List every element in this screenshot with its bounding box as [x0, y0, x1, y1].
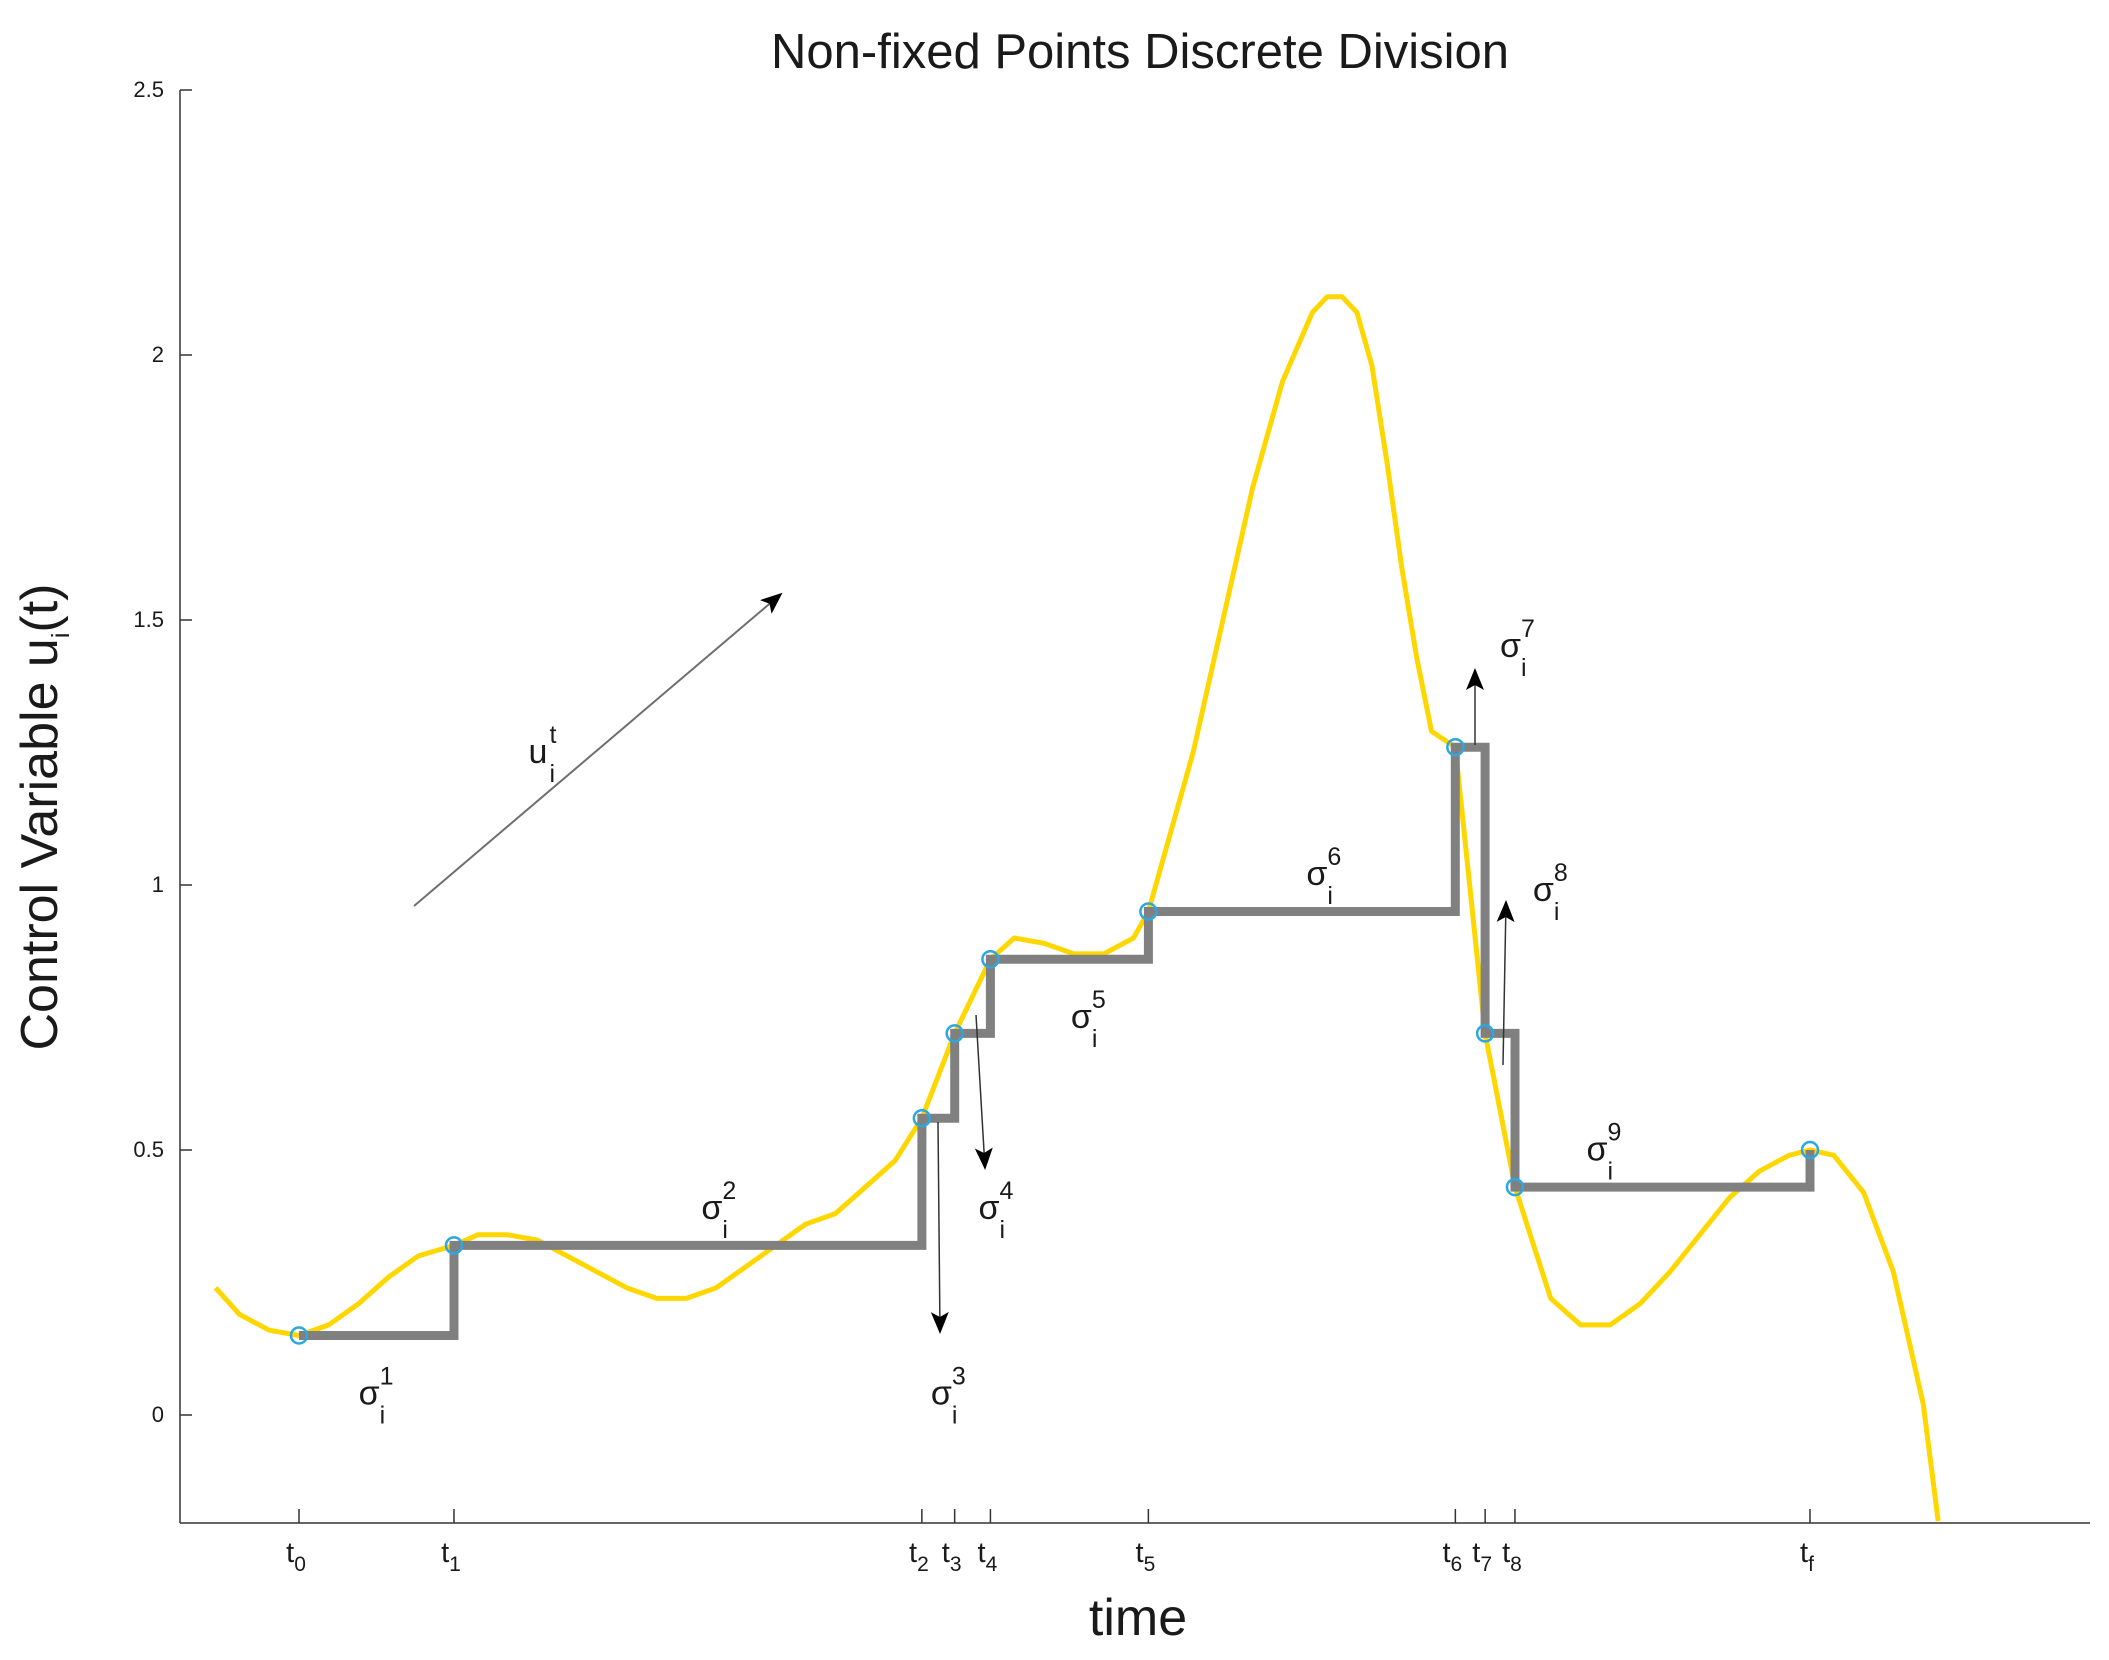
y-tick-label: 1.5	[133, 607, 164, 632]
annotation-base: σ	[931, 1374, 952, 1412]
annotation-base: σ	[359, 1374, 380, 1412]
node-marker	[1446, 737, 1465, 757]
annotation-σ5: σ 5 i	[1071, 986, 1106, 1053]
annotation-sub: i	[952, 1401, 958, 1429]
x-tick-label: t1	[441, 1537, 461, 1576]
y-tick-label: 2	[152, 342, 164, 367]
node-marker	[444, 1236, 464, 1255]
annotation-sup: 1	[380, 1362, 394, 1390]
annotation-sub: i	[1092, 1025, 1098, 1053]
annotation-sub: i	[1521, 654, 1527, 682]
annotation-σ8: σ 8 i	[1533, 859, 1568, 926]
y-tick-label: 2.5	[133, 77, 164, 102]
annotation-sub: i	[1327, 882, 1333, 910]
annotation-σ6: σ 6 i	[1306, 843, 1341, 910]
annotation-sub: i	[722, 1216, 728, 1244]
x-tick-label: t3	[942, 1537, 962, 1576]
svg-text:Control Variable ui(t): Control Variable ui(t)	[11, 583, 75, 1050]
x-tick-label: t8	[1502, 1537, 1522, 1576]
x-tick-label: t2	[909, 1537, 929, 1576]
y-ticks: 0 0.5 1 1.5 2 2.5	[133, 77, 192, 1427]
annotation-sup: t	[549, 721, 556, 749]
node-marker	[981, 949, 1000, 969]
annotation-sub: i	[549, 760, 555, 788]
x-tick-label: t4	[978, 1537, 998, 1576]
annotations: u tiσ 1iσ 2iσ 3iσ 4iσ 5iσ 6iσ 7iσ 8iσ 9i	[359, 615, 1622, 1429]
y-axis-label: Control Variable ui(t)	[11, 583, 75, 1050]
y-tick-label: 0	[152, 1402, 164, 1427]
annotation-base: σ	[1500, 627, 1521, 665]
annotation-base: σ	[1071, 998, 1092, 1036]
annotation-sup: 6	[1327, 843, 1341, 871]
y-axis-label-suffix: (t)	[11, 583, 69, 632]
annotation-sub: i	[1607, 1158, 1613, 1186]
y-axis-label-main: Control Variable u	[11, 638, 69, 1050]
sigma4-arrow	[974, 1014, 993, 1170]
annotation-sup: 2	[722, 1177, 736, 1205]
y-tick-label: 0.5	[133, 1137, 164, 1162]
annotation-sub: i	[380, 1401, 386, 1429]
annotation-sup: 4	[1000, 1177, 1014, 1205]
annotation-sup: 5	[1092, 986, 1106, 1014]
annotation-σ3: σ 3 i	[931, 1362, 966, 1429]
node-marker	[1139, 902, 1158, 921]
annotation-base: σ	[1533, 871, 1554, 909]
u-direction-arrow	[413, 592, 783, 907]
annotation-base: σ	[1306, 855, 1327, 893]
annotation-σ2: σ 2 i	[701, 1177, 736, 1244]
node-marker	[1475, 1024, 1495, 1043]
annotation-sub: i	[1000, 1216, 1006, 1244]
annotation-sup: 3	[952, 1362, 966, 1390]
x-tick-label: t5	[1136, 1537, 1156, 1576]
node-markers	[289, 737, 1820, 1345]
node-marker	[912, 1108, 932, 1128]
y-axis: 0 0.5 1 1.5 2 2.5	[133, 77, 192, 1523]
x-axis: t0 t1 t2 t3 t4 t5 t6 t7 t8 tf	[180, 1509, 2090, 1576]
y-tick-label: 1	[152, 872, 164, 897]
annotation-arrows	[413, 592, 1515, 1334]
x-tick-label: t6	[1442, 1537, 1462, 1576]
node-marker	[1505, 1177, 1525, 1197]
node-marker	[1800, 1140, 1820, 1160]
series-curve	[213, 294, 1941, 1522]
annotation-σ1: σ 1 i	[359, 1362, 394, 1429]
annotation-base: σ	[701, 1189, 722, 1227]
annotation-base: σ	[979, 1189, 1000, 1227]
node-marker	[289, 1326, 309, 1345]
annotation-sup: 7	[1521, 615, 1535, 643]
node-marker	[945, 1024, 964, 1043]
x-tick-label: t7	[1472, 1537, 1492, 1576]
annotation-base: u	[528, 733, 547, 771]
annotation-σ7: σ 7 i	[1500, 615, 1535, 682]
y-axis-label-sub: i	[47, 633, 75, 639]
chart-title: Non-fixed Points Discrete Division	[771, 25, 1509, 79]
annotation-base: σ	[1586, 1131, 1607, 1169]
annotation-σ4: σ 4 i	[979, 1177, 1014, 1244]
x-axis-label: time	[1089, 1589, 1187, 1647]
annotation-sup: 9	[1607, 1119, 1621, 1147]
annotation-sup: 8	[1554, 859, 1568, 887]
series-step	[299, 742, 1815, 1340]
x-tick-label: tf	[1800, 1537, 1814, 1576]
sigma8-arrow	[1496, 900, 1515, 1066]
annotation-sub: i	[1554, 898, 1560, 926]
x-ticks: t0 t1 t2 t3 t4 t5 t6 t7 t8 tf	[286, 1509, 1814, 1576]
annotation-σ9: σ 9 i	[1586, 1119, 1621, 1186]
annotation-ut: u ti	[528, 721, 556, 788]
sigma3-arrow	[930, 1121, 949, 1334]
x-tick-label: t0	[286, 1537, 306, 1576]
